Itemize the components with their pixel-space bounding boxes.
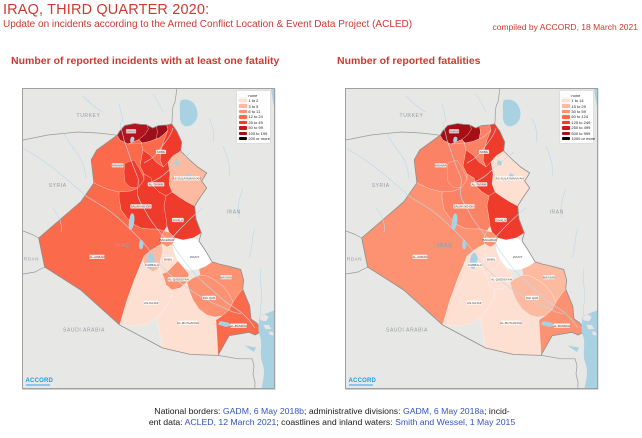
svg-text:BABIL: BABIL — [164, 257, 173, 261]
svg-text:TURKEY: TURKEY — [77, 113, 101, 119]
svg-text:DHI QAR: DHI QAR — [203, 296, 216, 300]
svg-text:NINAWA: NINAWA — [435, 164, 447, 168]
svg-text:MAYSAN: MAYSAN — [220, 276, 232, 280]
svg-text:AL-QADISIYAH: AL-QADISIYAH — [168, 278, 189, 282]
svg-text:DIYALA: DIYALA — [496, 218, 506, 222]
svg-text:DHI QAR: DHI QAR — [526, 296, 539, 300]
svg-text:DIYALA: DIYALA — [173, 218, 183, 222]
svg-text:AL-BASRAH: AL-BASRAH — [230, 324, 247, 328]
svg-text:NINAWA: NINAWA — [112, 164, 124, 168]
svg-text:AL-ANBAR: AL-ANBAR — [89, 255, 105, 259]
svg-text:IRAN: IRAN — [227, 210, 241, 216]
svg-text:BABIL: BABIL — [487, 257, 496, 261]
svg-text:ARBIL: ARBIL — [157, 150, 166, 154]
svg-text:AL-QADISIYAH: AL-QADISIYAH — [491, 278, 512, 282]
svg-text:BAGHDAD: BAGHDAD — [159, 238, 175, 242]
svg-text:AN-NAJAF: AN-NAJAF — [467, 301, 482, 305]
svg-text:AL-BASRAH: AL-BASRAH — [553, 324, 570, 328]
svg-text:MAYSAN: MAYSAN — [543, 276, 555, 280]
svg-text:SALAH AD-DIN: SALAH AD-DIN — [131, 205, 152, 209]
svg-text:AL-MUTHANNA: AL-MUTHANNA — [500, 321, 522, 325]
svg-text:DAHUK: DAHUK — [449, 130, 460, 134]
svg-text:IRAQ: IRAQ — [115, 243, 130, 249]
svg-text:AS-SULAYMANIYAH: AS-SULAYMANIYAH — [496, 177, 524, 181]
svg-text:IRAN: IRAN — [550, 210, 564, 216]
svg-text:TURKEY: TURKEY — [400, 113, 424, 119]
svg-text:BAGHDAD: BAGHDAD — [482, 238, 498, 242]
svg-text:SALAH AD-DIN: SALAH AD-DIN — [454, 205, 475, 209]
svg-text:AL-ANBAR: AL-ANBAR — [412, 255, 428, 259]
svg-text:WASIT: WASIT — [513, 255, 523, 259]
svg-text:SYRIA: SYRIA — [49, 183, 67, 189]
svg-text:KARBALA: KARBALA — [145, 263, 159, 267]
svg-text:SYRIA: SYRIA — [372, 183, 390, 189]
svg-text:SAUDI ARABIA: SAUDI ARABIA — [63, 328, 105, 334]
svg-text:JORDAN: JORDAN — [23, 256, 39, 261]
svg-text:ARBIL: ARBIL — [480, 150, 489, 154]
svg-text:SAUDI ARABIA: SAUDI ARABIA — [386, 328, 428, 334]
svg-text:AL-MUTHANNA: AL-MUTHANNA — [177, 321, 199, 325]
svg-text:JORDAN: JORDAN — [346, 256, 362, 261]
svg-text:AL-TA'MIM: AL-TA'MIM — [149, 183, 164, 187]
svg-text:AS-SULAYMANIYAH: AS-SULAYMANIYAH — [173, 177, 201, 181]
svg-text:AL-TA'MIM: AL-TA'MIM — [472, 183, 487, 187]
svg-text:IRAQ: IRAQ — [438, 243, 453, 249]
svg-text:AN-NAJAF: AN-NAJAF — [144, 301, 159, 305]
svg-text:DAHUK: DAHUK — [126, 130, 137, 134]
svg-text:WASIT: WASIT — [190, 255, 200, 259]
svg-text:KARBALA: KARBALA — [468, 263, 482, 267]
